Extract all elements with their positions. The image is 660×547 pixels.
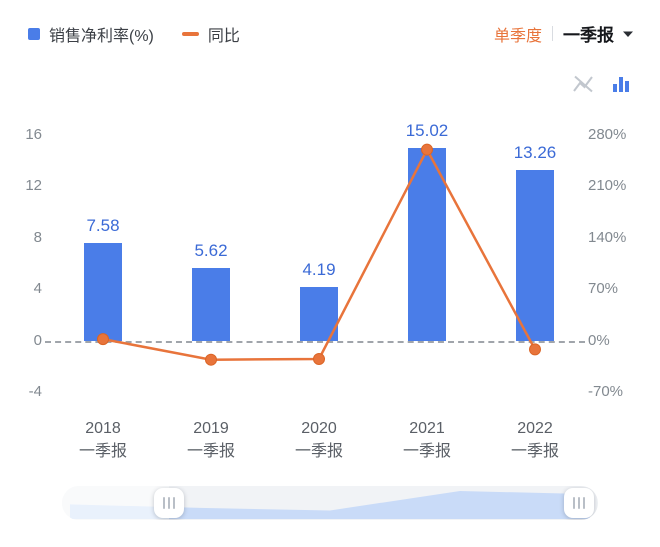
bar-value-label: 13.26: [513, 143, 557, 163]
bar-chart-icon[interactable]: [610, 74, 632, 94]
slider-handle-right[interactable]: [564, 488, 595, 518]
zoom-dimmed-region: [62, 486, 170, 520]
bar-value-label: 15.02: [405, 120, 449, 140]
chevron-down-icon[interactable]: [622, 30, 634, 38]
line-point[interactable]: [529, 343, 541, 356]
bar[interactable]: [408, 147, 446, 341]
grip-icon: [573, 497, 576, 509]
bar[interactable]: [192, 268, 230, 341]
left-axis-tick: 4: [33, 280, 42, 298]
selector-divider: [552, 26, 553, 41]
right-axis-tick: 0%: [588, 331, 610, 349]
left-axis-tick: -4: [28, 383, 42, 400]
bar-value-label: 7.58: [86, 216, 120, 236]
legend-item-bar[interactable]: 销售净利率(%): [28, 22, 154, 46]
legend-marker-bar-icon: [28, 28, 40, 40]
line-point[interactable]: [313, 352, 325, 365]
left-axis-tick: 8: [33, 228, 42, 246]
bar-value-label: 5.62: [194, 241, 228, 261]
x-axis-label: 2020 一季报: [294, 420, 343, 460]
right-axis-tick: 280%: [588, 126, 627, 143]
x-axis-label: 2021 一季报: [402, 420, 451, 460]
left-axis-tick: 16: [25, 126, 42, 143]
bar[interactable]: [300, 286, 338, 341]
x-axis-label: 2019 一季报: [186, 420, 235, 460]
slider-handle-left[interactable]: [154, 488, 185, 518]
selected-period-label[interactable]: 一季报: [563, 26, 614, 45]
legend-bar-label: 销售净利率(%): [49, 28, 154, 45]
legend-item-line[interactable]: 同比: [181, 22, 240, 46]
grip-icon: [173, 497, 176, 509]
period-selector[interactable]: 单季度 一季报: [494, 21, 634, 46]
line-point[interactable]: [205, 353, 217, 366]
bar-value-label: 4.19: [302, 259, 336, 279]
data-zoom-slider[interactable]: [62, 486, 598, 520]
legend: 销售净利率(%) 同比: [28, 22, 240, 46]
grip-icon: [583, 497, 586, 509]
right-axis-tick: 210%: [588, 177, 627, 195]
right-axis-tick: -70%: [588, 383, 624, 400]
x-axis-label: 2018 一季报: [78, 420, 127, 460]
bar[interactable]: [84, 243, 122, 341]
quarter-mode-label[interactable]: 单季度: [493, 27, 542, 45]
bar[interactable]: [516, 170, 554, 341]
legend-line-label: 同比: [207, 28, 240, 45]
grip-icon: [163, 497, 166, 509]
legend-marker-line-icon: [181, 32, 199, 36]
zoom-preview-area: [70, 491, 590, 519]
zero-line: [45, 340, 585, 343]
grip-icon: [168, 497, 171, 509]
grip-icon: [578, 497, 581, 509]
right-axis-tick: 70%: [588, 280, 619, 298]
left-axis-tick: 12: [25, 177, 42, 195]
x-axis-label: 2022 一季报: [510, 420, 559, 460]
chart-type-toolbar: [572, 74, 632, 94]
line-chart-icon[interactable]: [572, 74, 594, 94]
left-axis-tick: 0: [33, 331, 42, 349]
right-axis-tick: 140%: [588, 228, 627, 246]
